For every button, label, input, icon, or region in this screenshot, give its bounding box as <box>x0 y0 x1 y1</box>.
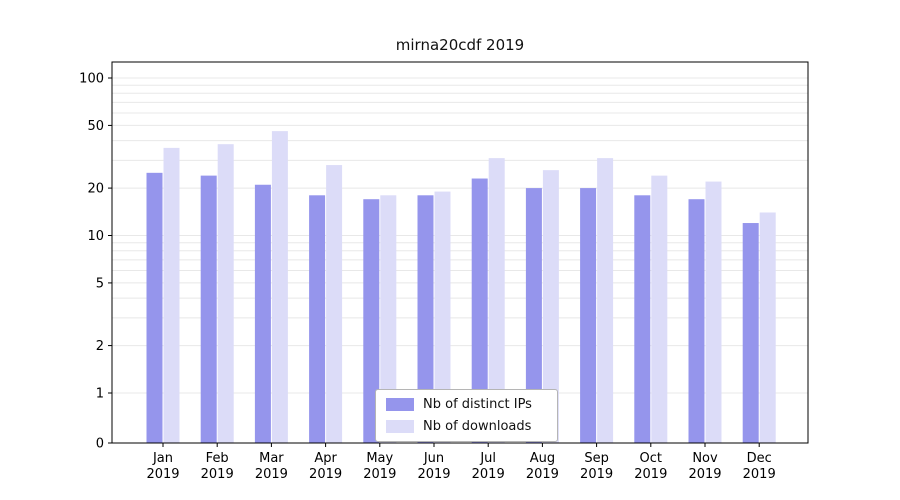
y-tick-label-10: 10 <box>87 229 104 244</box>
bar-downloads-jul <box>488 158 505 443</box>
x-label-year-jun: 2019 <box>417 467 450 482</box>
y-tick-label-5: 5 <box>96 276 104 291</box>
bar-ips-feb <box>200 175 217 443</box>
y-tick-label-1: 1 <box>96 387 104 402</box>
legend-swatch-downloads <box>386 420 414 433</box>
x-label-month-apr: Apr <box>314 451 337 466</box>
x-label-year-aug: 2019 <box>526 467 559 482</box>
plot-frame <box>111 61 809 444</box>
bar-downloads-dec <box>759 212 776 443</box>
legend-swatch-distinct-ips <box>386 398 414 411</box>
bar-downloads-jan <box>163 147 180 443</box>
bar-ips-dec <box>742 223 759 443</box>
x-label-month-jun: Jun <box>423 451 444 466</box>
y-tick-label-0: 0 <box>96 437 104 452</box>
legend-item-distinct-ips: Nb of distinct IPs <box>386 397 547 412</box>
y-tick-label-2: 2 <box>96 339 104 354</box>
bar-downloads-sep <box>597 158 614 443</box>
legend-label-distinct-ips: Nb of distinct IPs <box>423 397 532 412</box>
x-label-year-dec: 2019 <box>743 467 776 482</box>
bar-ips-nov <box>688 199 705 443</box>
bar-ips-sep <box>580 188 597 443</box>
x-label-year-jul: 2019 <box>472 467 505 482</box>
x-label-year-may: 2019 <box>363 467 396 482</box>
bar-ips-may <box>363 199 380 443</box>
legend-label-downloads: Nb of downloads <box>423 419 532 434</box>
y-tick-label-50: 50 <box>87 119 104 134</box>
bar-ips-aug <box>525 188 542 443</box>
bar-downloads-aug <box>542 170 559 443</box>
x-label-year-apr: 2019 <box>309 467 342 482</box>
bar-downloads-mar <box>271 131 288 443</box>
bar-ips-apr <box>309 195 326 443</box>
x-label-year-nov: 2019 <box>688 467 721 482</box>
x-label-month-dec: Dec <box>747 451 772 466</box>
x-label-year-mar: 2019 <box>255 467 288 482</box>
legend: Nb of distinct IPs Nb of downloads <box>375 389 558 442</box>
x-label-year-sep: 2019 <box>580 467 613 482</box>
x-label-month-oct: Oct <box>640 451 662 466</box>
x-label-month-nov: Nov <box>692 451 718 466</box>
x-label-month-feb: Feb <box>206 451 229 466</box>
bar-downloads-oct <box>651 175 668 443</box>
bar-downloads-jun <box>434 191 451 443</box>
bar-ips-oct <box>634 195 651 443</box>
bar-ips-jan <box>146 172 163 443</box>
bar-ips-jun <box>417 195 434 443</box>
legend-item-downloads: Nb of downloads <box>386 419 547 434</box>
x-label-month-aug: Aug <box>530 451 555 466</box>
x-label-year-jan: 2019 <box>146 467 179 482</box>
y-tick-label-20: 20 <box>87 182 104 197</box>
x-label-month-may: May <box>366 451 393 466</box>
bar-downloads-may <box>380 195 397 443</box>
x-label-month-mar: Mar <box>259 451 284 466</box>
bar-downloads-feb <box>217 144 234 443</box>
bar-downloads-nov <box>705 181 722 443</box>
bar-ips-jul <box>471 178 488 443</box>
bar-ips-mar <box>254 184 271 443</box>
y-tick-label-100: 100 <box>79 72 104 87</box>
x-label-month-jul: Jul <box>479 451 496 466</box>
chart-title: mirna20cdf 2019 <box>395 36 525 54</box>
x-label-year-feb: 2019 <box>201 467 234 482</box>
x-label-month-jan: Jan <box>152 451 173 466</box>
bar-downloads-apr <box>326 165 343 443</box>
x-label-year-oct: 2019 <box>634 467 667 482</box>
x-label-month-sep: Sep <box>584 451 609 466</box>
